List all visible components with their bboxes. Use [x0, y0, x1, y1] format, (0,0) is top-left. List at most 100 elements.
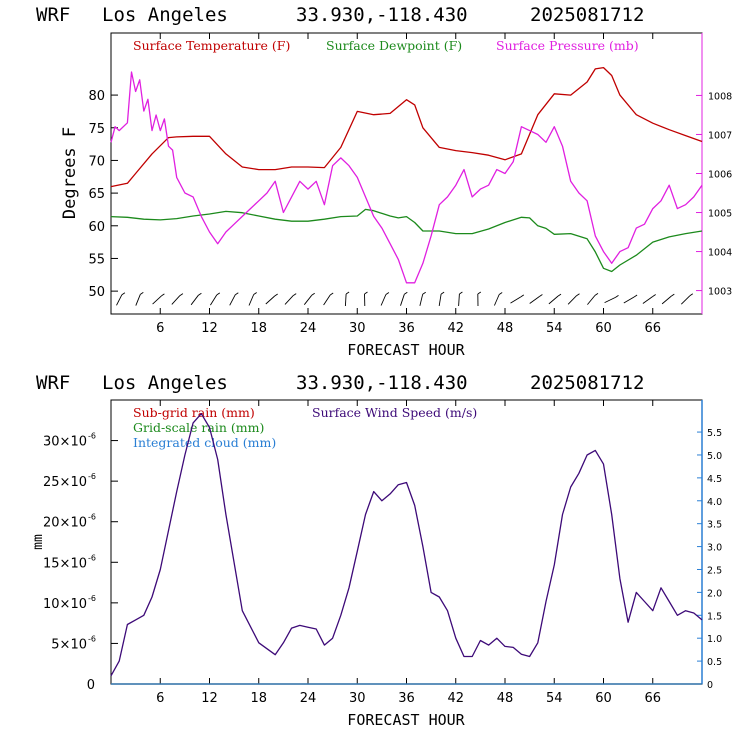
series-line-surface-dewpoint-f: [110, 208, 703, 273]
wind-barb: [171, 295, 181, 305]
x-tick-label: 6: [156, 691, 164, 706]
x-tick-label: 42: [447, 321, 464, 336]
wind-barb-flag: [440, 291, 445, 295]
wind-barb-flag: [345, 291, 350, 295]
x-tick-label: 30: [349, 321, 366, 336]
panel-2: WRF Los Angeles 33.930,-118.430 20250817…: [31, 372, 722, 729]
wind-barb: [344, 293, 347, 307]
legend-temperature: Surface Temperature (F): [133, 38, 290, 53]
panel-1-title-model: WRF: [36, 4, 70, 26]
wind-barb: [567, 295, 577, 305]
y-tick-label: 75: [88, 122, 105, 137]
wind-barb-flag: [121, 292, 126, 296]
x-tick-label: 36: [398, 321, 415, 336]
y-tick-label: 50: [88, 285, 105, 300]
panel-1-title-run: 2025081712: [530, 4, 644, 26]
wind-barb-flag: [689, 293, 694, 297]
wind-barb: [493, 294, 500, 306]
panel-2-y-ticks: 05×10 -610×10 -615×10 -620×10 -625×10 -630×10…: [43, 432, 118, 693]
panel-1-right-ticks: 1003 1004 1005 1006 1007 1008: [696, 91, 732, 298]
wind-barb-flag: [477, 291, 482, 295]
wind-barb: [152, 295, 162, 305]
y-tick-label: 80: [88, 89, 105, 104]
x-tick-label: 12: [201, 691, 218, 706]
panel-1-x-ticks: 6 12 18 24 30 36 42 48 54 60 66: [156, 33, 661, 336]
x-tick-label: 48: [497, 321, 514, 336]
right-tick-label: 1008: [708, 91, 732, 102]
right-tick-label: 5.0: [707, 451, 722, 462]
right-tick-label: 0.5: [707, 657, 722, 668]
y-tick-exponent: -6: [88, 432, 96, 441]
wind-barb: [642, 296, 653, 304]
right-tick-label: 4.0: [707, 497, 722, 508]
wind-barb-flag: [216, 292, 221, 296]
panel-2-right-ticks: 0 0.5 1.0 1.5 2.0 2.5 3.0 3.5 4.0 4.5 5.0 5.5: [697, 428, 722, 691]
right-tick-label: 2.0: [707, 588, 722, 599]
wind-barb-flag: [385, 292, 390, 295]
y-tick-label: 25×10: [43, 475, 87, 490]
wind-barb-flag: [179, 293, 184, 296]
wind-barb: [229, 294, 236, 306]
wind-barb-flag: [615, 295, 619, 298]
right-tick-label: 1004: [708, 248, 732, 259]
wind-barb: [419, 294, 424, 306]
y-tick-label: 70: [88, 154, 105, 169]
wind-barb-flag: [161, 293, 165, 297]
wind-barb: [623, 296, 635, 304]
wind-barb: [303, 295, 313, 305]
series-line-surface-pressure-mb: [110, 71, 703, 284]
x-tick-label: 24: [300, 321, 317, 336]
legend-wind-speed: Surface Wind Speed (m/s): [312, 405, 477, 420]
wind-barb-flag: [633, 294, 638, 298]
wind-barb: [380, 294, 387, 306]
right-tick-label: 1.5: [707, 611, 722, 622]
wind-barb: [529, 296, 540, 304]
wind-barb-flag: [557, 293, 562, 297]
panel-2-title-location: Los Angeles: [102, 372, 228, 394]
right-tick-label: 1007: [708, 130, 732, 141]
wind-barb-flag: [198, 292, 202, 296]
wind-barb: [400, 294, 405, 306]
wind-barb-flag: [311, 292, 315, 296]
wind-barb: [661, 295, 672, 305]
right-tick-label: 0: [707, 680, 713, 691]
x-tick-label: 24: [300, 691, 317, 706]
x-tick-label: 60: [595, 321, 612, 336]
y-tick-label: 0: [87, 678, 95, 693]
wind-barb: [587, 295, 596, 305]
y-tick-label: 5×10: [51, 637, 87, 652]
wind-barb: [323, 294, 331, 306]
y-tick-label: 15×10: [43, 556, 87, 571]
panel-1-plot-frame: [110, 32, 703, 315]
y-tick-label: 60: [88, 220, 105, 235]
wind-barb-flag: [404, 291, 408, 295]
wind-barb-flag: [140, 292, 144, 295]
x-tick-label: 18: [250, 321, 267, 336]
wind-barb-flag: [671, 293, 675, 297]
series-line-surface-temperature-f: [110, 66, 703, 188]
panel-1-y-ticks: 50 55 60 65 70 75 80: [88, 89, 118, 300]
wind-barb: [548, 295, 559, 305]
panel-2-title-model: WRF: [36, 372, 70, 394]
wind-barb-flag: [253, 292, 257, 295]
panel-1-x-axis-title: FORECAST HOUR: [347, 341, 465, 359]
x-tick-label: 60: [595, 691, 612, 706]
right-tick-label: 4.5: [707, 474, 722, 485]
wind-barb-flag: [498, 292, 503, 295]
wind-barb-flag: [329, 292, 334, 296]
panel-1-series: [110, 66, 703, 284]
wind-barb-flag: [594, 293, 599, 296]
wind-barb-flag: [364, 291, 368, 295]
wind-barb-flag: [422, 291, 426, 295]
wind-barb: [210, 294, 218, 306]
y-tick-label: 55: [88, 252, 105, 267]
wind-barb-flag: [652, 294, 656, 297]
right-tick-label: 1006: [708, 170, 732, 181]
wind-barb: [510, 296, 522, 304]
wind-barb-flag: [274, 293, 278, 297]
x-tick-label: 66: [644, 321, 661, 336]
wind-barb: [680, 295, 691, 305]
wind-barb: [458, 293, 460, 307]
wind-barb-flag: [539, 294, 543, 297]
